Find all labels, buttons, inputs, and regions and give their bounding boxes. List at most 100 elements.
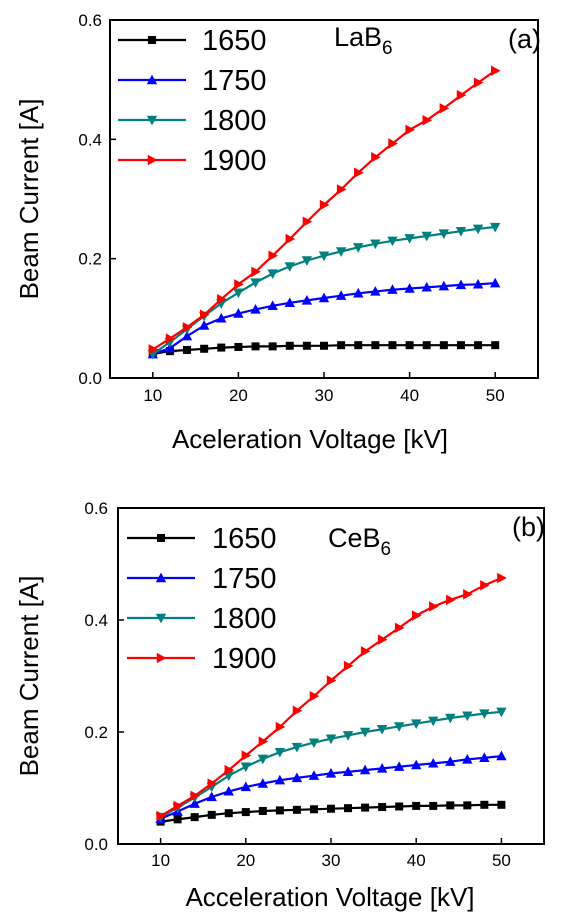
data-point [428,716,439,727]
data-point [456,89,467,101]
data-point [251,266,261,277]
data-point [354,341,363,350]
data-point [335,290,347,300]
data-point [200,344,209,353]
data-point [198,320,210,330]
data-point [190,813,199,822]
data-point [199,309,210,320]
data-point [257,778,269,788]
data-point [378,803,387,812]
data-point [404,283,415,293]
x-tick-label: 50 [486,386,505,405]
data-point [479,709,490,719]
data-point [439,341,448,350]
legend-marker [146,115,158,126]
x-tick-label: 30 [315,386,334,405]
x-tick-label: 40 [407,851,426,870]
series-1900 [156,572,507,822]
data-point [342,766,354,776]
data-point [258,736,269,747]
data-point [472,224,484,235]
data-point [250,303,261,314]
data-point [319,199,330,211]
data-point [327,804,335,813]
data-point [405,341,414,350]
data-point [411,719,422,729]
data-point [438,229,450,240]
series-1650 [148,341,500,359]
y-tick-label: 0.6 [78,11,102,30]
data-point [462,754,473,764]
data-point [421,281,432,292]
series-1800 [155,707,507,823]
panel-label: (a) [508,24,541,54]
data-point [480,580,490,591]
data-point [292,805,301,814]
legend-marker [155,572,167,583]
data-point [274,747,286,758]
data-point [462,711,473,722]
data-point [189,798,200,808]
data-point [240,762,251,773]
x-tick-label: 30 [322,851,341,870]
panel-label: (b) [512,512,545,542]
data-point [393,761,405,771]
legend-marker [157,534,165,542]
data-point [234,342,243,351]
data-point [233,308,244,318]
data-point [343,660,354,672]
data-point [456,341,465,350]
data-point [335,247,347,257]
y-tick-label: 0.2 [78,250,102,269]
data-point [336,184,347,195]
data-point [217,294,227,305]
data-point [302,216,313,227]
data-point [370,286,381,296]
y-tick-label: 0.0 [84,835,108,854]
legend-marker [146,74,158,85]
data-point [224,764,235,776]
data-point [446,801,455,810]
data-point [181,330,193,341]
y-tick-label: 0.0 [78,369,102,388]
data-point [412,610,422,621]
data-point [387,236,398,247]
data-point [318,292,330,303]
data-point [496,707,507,718]
data-point [241,808,250,817]
data-point [309,805,318,814]
data-point [455,279,467,290]
data-point [445,713,456,724]
data-point [376,725,388,735]
data-point [284,297,295,308]
data-point [173,800,184,812]
data-point [393,722,405,732]
data-point [412,801,421,810]
data-point [207,778,218,789]
data-point [388,138,398,149]
data-point [422,115,433,126]
data-point [353,287,364,298]
x-tick-label: 50 [492,851,511,870]
legend-item: 1800 [127,603,277,635]
series-1750 [155,750,507,823]
data-point [359,727,371,738]
legend-label: 1750 [212,563,277,595]
data-point [394,622,405,634]
data-point [342,731,354,741]
material-name: CeB [328,523,381,553]
data-point [291,742,303,753]
legend-item: 1800 [118,105,267,137]
legend-item: 1650 [127,523,277,555]
axis-ticks: 10 20 30 40 50 0.0 0.2 0.4 0.6 [84,499,511,870]
data-point [371,341,380,350]
series-1900 [148,65,501,355]
data-point [354,167,364,178]
data-point [267,269,278,279]
series-1750 [147,277,501,359]
data-point [359,764,371,775]
x-tick-label: 20 [236,851,255,870]
data-point [325,768,337,778]
data-point [309,690,320,702]
legend-item: 1900 [118,145,267,177]
